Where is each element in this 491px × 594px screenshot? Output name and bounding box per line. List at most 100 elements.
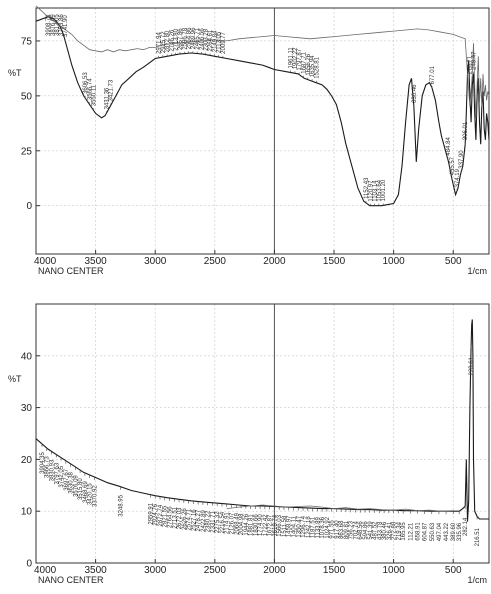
peak-label: 2574.71 [187, 508, 193, 530]
peak-label: 3630.38 [69, 471, 75, 493]
peak-label: 443.22 [444, 522, 450, 541]
peak-label: 335.96 [457, 522, 463, 541]
y-tick-label: 0 [26, 559, 32, 570]
peak-label: 809.81 [344, 520, 350, 539]
peak-label: 863.68 [339, 520, 345, 539]
peak-label: 1404.11 [291, 515, 297, 537]
peak-label: 3741.90 [63, 15, 69, 37]
peak-label: 1528.81 [314, 56, 320, 78]
x-tick-label: 4000 [34, 565, 57, 576]
peak-label: 497.04 [437, 522, 443, 541]
peak-label: 2174.91 [225, 512, 231, 534]
peak-label: 1618.74 [272, 514, 278, 536]
x-tick-label: 2000 [263, 565, 286, 576]
y-tick-label: 10 [21, 507, 33, 518]
peak-label: 389.60 [451, 522, 457, 541]
peak-label: 2489.96 [191, 27, 197, 49]
peak-label: 2478.27 [196, 509, 202, 531]
x-tick-label: 4000 [34, 256, 57, 267]
x-tick-label: 2500 [204, 565, 227, 576]
spectrum-line-2 [35, 5, 490, 118]
peak-label: 3550.11 [91, 84, 97, 106]
x-tick-label: 1000 [383, 565, 406, 576]
peak-label: 1944.26 [244, 513, 250, 535]
peak-label: 756.23 [349, 520, 355, 539]
x-tick-label: 500 [445, 256, 462, 267]
x-unit-label: 1/cm [467, 266, 487, 276]
peak-label: 1687.71 [302, 51, 308, 73]
peak-label: 604.87 [423, 522, 429, 541]
spectrum-panel-1: 4000 3500 3000 2500 2000 1500 1000 500 0 25 50 75 %T… [8, 5, 490, 276]
spectrum-line-1 [35, 16, 490, 207]
peak-label: 2821.55 [163, 505, 169, 527]
peak-label: 1635.94 [310, 55, 316, 77]
peak-label: 337.90 [459, 150, 465, 169]
peak-label: 1350.47 [296, 515, 302, 537]
peak-label: 2422.89 [201, 510, 207, 532]
peak-label: 165.95 [401, 522, 407, 541]
peak-label: 2527.16 [191, 509, 197, 531]
peak-label: 2275.32 [215, 511, 221, 533]
peak-label: 3908.71 [46, 14, 52, 36]
peak-label: 2959.91 [148, 502, 154, 524]
peak-label: 2713.80 [174, 28, 180, 50]
peak-label: 3606.53 [83, 72, 89, 94]
peak-label: 3904.35 [40, 452, 46, 474]
peak-label: 1774.90 [258, 514, 264, 536]
peak-label: 3421.73 [109, 79, 115, 101]
peak-label: 3742.05 [59, 465, 65, 487]
peak-label: 2126.07 [230, 512, 236, 534]
peak-label: 3697.67 [64, 468, 70, 490]
spectrum-line-2 [226, 504, 454, 512]
y-tick-label: 40 [21, 351, 33, 362]
peak-label: 3468.69 [83, 481, 89, 503]
peak-label: 1001.20 [381, 179, 387, 201]
peak-label: 374.19 [455, 168, 461, 187]
peak-label: 380.46 [382, 521, 388, 540]
x-tick-label: 1500 [323, 565, 346, 576]
peak-label: 2380.22 [206, 510, 212, 532]
peak-label: 272.88 [392, 521, 398, 540]
peak-label: 2465.71 [195, 27, 201, 49]
peak-label: 2971.94 [157, 32, 163, 54]
peak-label: 1242.18 [306, 516, 312, 538]
peak-label: 3793.86 [59, 14, 65, 36]
peak-label: 1830.66 [253, 514, 259, 536]
peak-label: 2564.86 [187, 27, 193, 49]
x-tick-label: 3000 [144, 565, 167, 576]
peak-label: 1511.58 [282, 515, 288, 537]
peak-label: 3830.93 [49, 459, 55, 481]
peak-label: 248.47 [472, 51, 478, 70]
peak-label: 2149.84 [212, 30, 218, 52]
peak-label: 2331.71 [210, 510, 216, 532]
x-unit-label: 1/cm [467, 575, 487, 585]
peak-label: 219.34 [396, 521, 402, 540]
peak-label: 3515.80 [78, 478, 84, 500]
peak-label: 1797.87 [297, 48, 303, 70]
peak-label: 830.46 [412, 84, 418, 103]
peak-label: 1024.92 [325, 516, 331, 538]
plot-frame [35, 303, 490, 564]
y-tick-label: 0 [26, 201, 32, 212]
y-tick-label: 25 [21, 146, 33, 157]
peak-label: 1078.36 [320, 516, 326, 538]
peak-label: 2872.80 [165, 30, 171, 52]
peak-label: 1120.97 [368, 180, 374, 202]
x-tick-label: 500 [445, 565, 462, 576]
x-tick-label: 1500 [323, 256, 346, 267]
peak-label: 541.39 [368, 521, 374, 540]
peak-label: 455.57 [450, 156, 456, 175]
y-axis-label: %T [8, 374, 22, 384]
footer-label: NANO CENTER [38, 266, 104, 276]
peak-label: 282.14 [463, 517, 469, 536]
peak-label: 3370.92 [92, 485, 98, 507]
peak-label: 3797.63 [54, 462, 60, 484]
peak-label: 550.63 [430, 522, 436, 541]
x-tick-label: 3500 [84, 256, 107, 267]
peak-label: 3566.74 [87, 78, 93, 100]
peak-label: 3866.73 [45, 456, 51, 478]
peak-label: 1458.97 [287, 515, 293, 537]
peak-label: 1881.81 [249, 514, 255, 536]
peak-label: 484.84 [446, 137, 452, 156]
